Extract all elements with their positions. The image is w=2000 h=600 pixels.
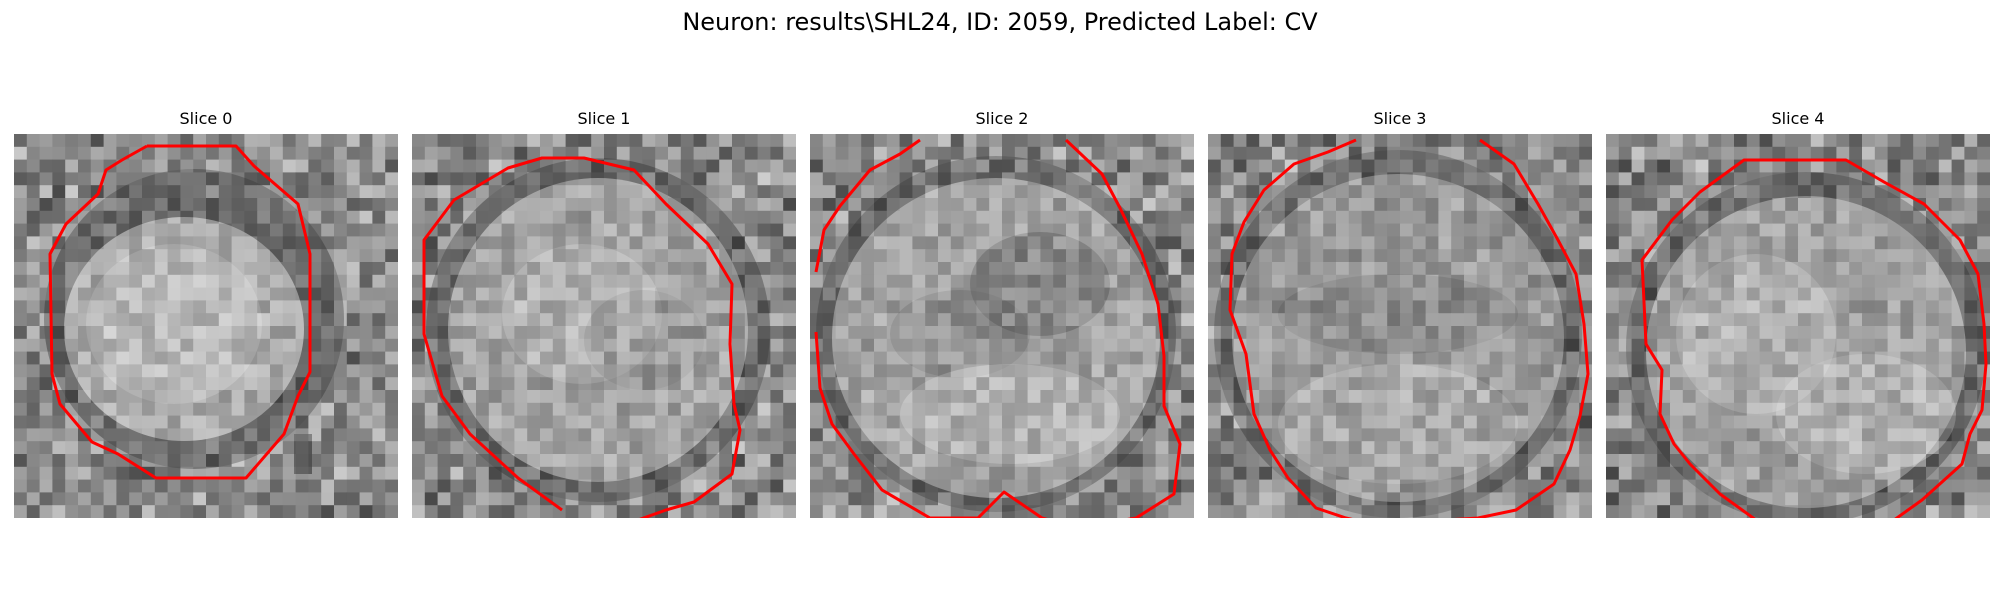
roi-contour xyxy=(1640,158,1988,518)
slice-panel-2: Slice 2 xyxy=(810,108,1194,522)
roi-contour xyxy=(422,156,742,518)
roi-contour xyxy=(814,138,921,273)
slice-title: Slice 2 xyxy=(975,109,1029,128)
roi-contour xyxy=(814,138,1182,518)
roi-contour xyxy=(1228,138,1357,518)
slice-panel-3: Slice 3 xyxy=(1208,108,1592,522)
slice-title: Slice 4 xyxy=(1771,109,1825,128)
roi-contour xyxy=(1453,138,1590,518)
figure-title: Neuron: results\SHL24, ID: 2059, Predict… xyxy=(682,8,1318,36)
slice-panel-1: Slice 1 xyxy=(412,108,796,522)
roi-contour xyxy=(48,144,312,480)
slice-title: Slice 0 xyxy=(179,109,233,128)
slice-title: Slice 3 xyxy=(1373,109,1427,128)
slice-title: Slice 1 xyxy=(577,109,631,128)
slice-panel-0: Slice 0 xyxy=(14,108,398,522)
slice-image xyxy=(810,134,1194,518)
slice-image xyxy=(14,134,398,518)
slice-panel-4: Slice 4 xyxy=(1606,108,1990,522)
slice-image xyxy=(412,134,796,518)
slice-image xyxy=(1606,134,1990,518)
slice-image xyxy=(1208,134,1592,518)
